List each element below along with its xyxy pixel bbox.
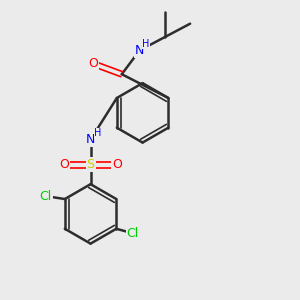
Text: N: N xyxy=(135,44,144,57)
Text: O: O xyxy=(59,158,69,171)
Text: O: O xyxy=(112,158,122,171)
Text: H: H xyxy=(142,39,150,49)
Text: N: N xyxy=(86,133,95,146)
Text: O: O xyxy=(88,57,98,70)
Text: H: H xyxy=(94,128,102,138)
Text: Cl: Cl xyxy=(39,190,52,202)
Text: S: S xyxy=(87,158,94,171)
Text: Cl: Cl xyxy=(127,227,139,240)
